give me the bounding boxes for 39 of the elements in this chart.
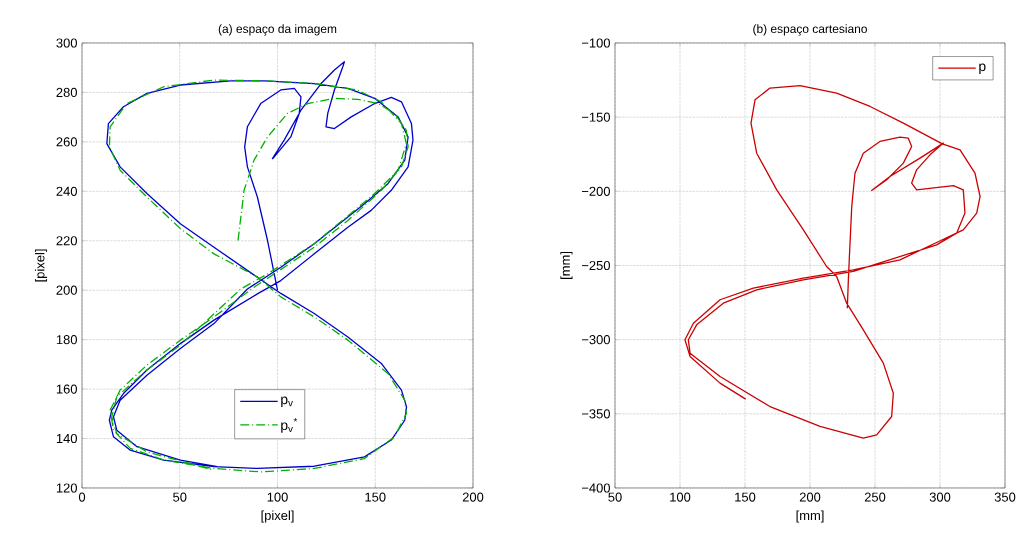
y-tick-label: 240	[56, 186, 77, 196]
y-tick-label: −400	[581, 483, 610, 493]
chart-title: (b) espaço cartesiano	[753, 24, 867, 36]
y-tick-label: −300	[581, 335, 610, 345]
y-axis-title: [pixel]	[34, 249, 48, 282]
y-tick-label: −350	[581, 409, 610, 419]
chart-title: (a) espaço da imagem	[218, 24, 337, 36]
y-tick-label: 300	[56, 38, 77, 48]
y-tick-label: −150	[581, 112, 610, 122]
y-axis-title: [mm]	[560, 252, 573, 279]
x-tick-label: 50	[608, 492, 622, 502]
x-axis-title: [pixel]	[261, 510, 294, 523]
y-tick-label: 180	[56, 335, 77, 345]
x-tick-label: 200	[462, 492, 484, 502]
x-tick-label: 0	[78, 492, 86, 502]
x-tick-label: 150	[735, 492, 756, 502]
legend-label: p$_{v}$*	[281, 417, 298, 433]
x-tick-label: 200	[799, 492, 821, 502]
y-tick-label: 120	[56, 483, 77, 493]
x-tick-label: 100	[267, 492, 288, 502]
y-tick-label: 220	[56, 236, 77, 246]
x-axis-title: [mm]	[796, 510, 824, 523]
legend-label: p	[979, 63, 986, 74]
x-tick-label: 100	[670, 492, 691, 502]
y-tick-label: −250	[581, 260, 610, 271]
y-tick-label: 200	[56, 285, 77, 295]
x-tick-label: 150	[365, 492, 386, 502]
x-tick-label: 350	[994, 492, 1016, 502]
y-tick-label: 260	[56, 137, 77, 147]
x-tick-label: 250	[864, 492, 886, 502]
legend-label: p$_{v}$	[281, 396, 293, 407]
y-tick-label: −100	[581, 38, 610, 48]
y-tick-label: −200	[581, 186, 610, 196]
x-tick-label: 300	[929, 492, 951, 502]
line-series	[684, 84, 981, 439]
y-tick-label: 160	[56, 384, 77, 394]
y-tick-label: 280	[56, 87, 77, 98]
y-tick-label: 140	[56, 433, 77, 444]
x-tick-label: 50	[173, 492, 187, 502]
